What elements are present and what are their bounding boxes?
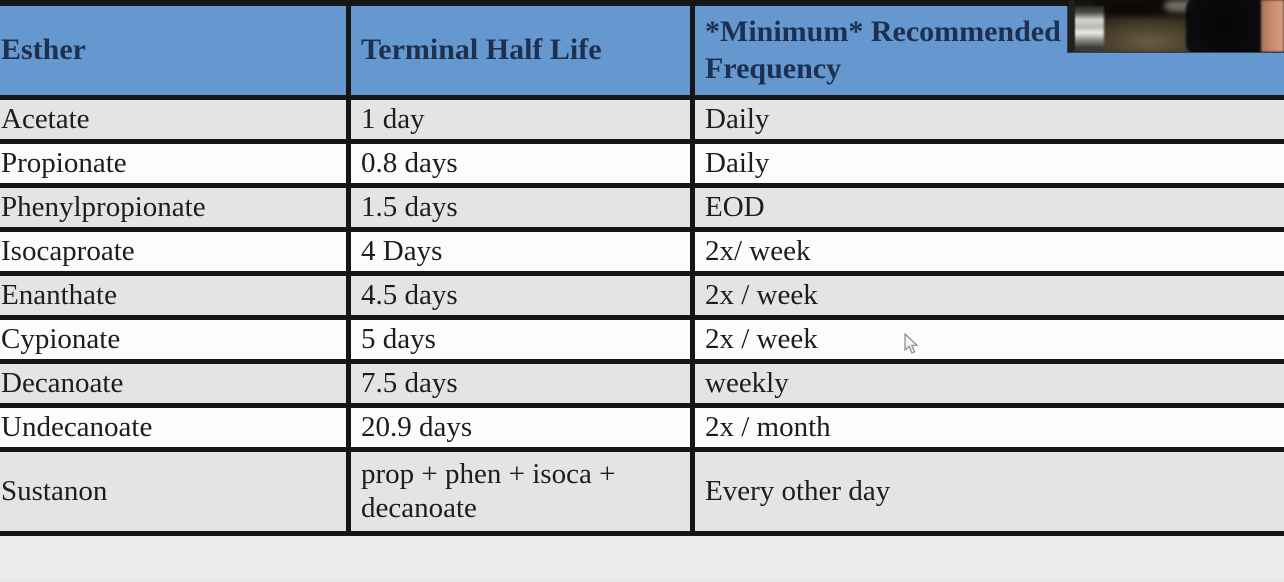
frequency-cell: EOD bbox=[690, 183, 1284, 232]
esther-cell: Cypionate bbox=[0, 315, 351, 364]
half-life-cell: 20.9 days bbox=[346, 403, 695, 452]
half-life-cell: prop + phen + isoca + decanoate bbox=[346, 447, 695, 536]
webcam-gym-machine bbox=[1070, 6, 1104, 52]
half-life-cell: 1.5 days bbox=[346, 183, 695, 232]
table-row: Undecanoate 20.9 days 2x / month bbox=[0, 403, 1284, 452]
header-frequency-line2: Frequency bbox=[705, 51, 842, 85]
table-row: Decanoate 7.5 days weekly bbox=[0, 359, 1284, 408]
frequency-cell: Daily bbox=[690, 139, 1284, 188]
header-half-life: Terminal Half Life bbox=[346, 0, 695, 100]
frequency-cell: Daily bbox=[690, 95, 1284, 144]
frequency-cell: 2x / month bbox=[690, 403, 1284, 452]
esters-table-container: Esther Terminal Half Life *Minimum* Reco… bbox=[0, 0, 1284, 536]
esters-table: Esther Terminal Half Life *Minimum* Reco… bbox=[0, 0, 1284, 536]
table-row: Acetate 1 day Daily bbox=[0, 95, 1284, 144]
bottom-margin-strip bbox=[0, 578, 1284, 582]
half-life-cell: 0.8 days bbox=[346, 139, 695, 188]
webcam-presenter-arm bbox=[1261, 0, 1284, 52]
frequency-cell: 2x / week bbox=[690, 315, 1284, 364]
half-life-cell: 4 Days bbox=[346, 227, 695, 276]
half-life-cell: 7.5 days bbox=[346, 359, 695, 408]
half-life-cell: 4.5 days bbox=[346, 271, 695, 320]
table-row: Cypionate 5 days 2x / week bbox=[0, 315, 1284, 364]
half-life-cell: 1 day bbox=[346, 95, 695, 144]
table-row: Enanthate 4.5 days 2x / week bbox=[0, 271, 1284, 320]
webcam-presenter-silhouette bbox=[1186, 0, 1262, 52]
header-frequency-line1: *Minimum* Recommended bbox=[705, 14, 1061, 48]
webcam-machine-post bbox=[1068, 0, 1075, 52]
esther-cell: Enanthate bbox=[0, 271, 351, 320]
esther-cell: Isocaproate bbox=[0, 227, 351, 276]
esther-cell: Acetate bbox=[0, 95, 351, 144]
frequency-cell: Every other day bbox=[690, 447, 1284, 536]
table-row: Sustanon prop + phen + isoca + decanoate… bbox=[0, 447, 1284, 536]
half-life-cell: 5 days bbox=[346, 315, 695, 364]
frequency-cell: 2x / week bbox=[690, 271, 1284, 320]
presenter-webcam-overlay bbox=[1068, 0, 1284, 52]
esther-cell: Propionate bbox=[0, 139, 351, 188]
table-row: Propionate 0.8 days Daily bbox=[0, 139, 1284, 188]
frequency-cell: 2x/ week bbox=[690, 227, 1284, 276]
frequency-cell: weekly bbox=[690, 359, 1284, 408]
esther-cell: Undecanoate bbox=[0, 403, 351, 452]
table-row: Phenylpropionate 1.5 days EOD bbox=[0, 183, 1284, 232]
mouse-cursor-icon bbox=[903, 332, 921, 357]
header-esther: Esther bbox=[0, 0, 351, 100]
esther-cell: Sustanon bbox=[0, 447, 351, 536]
esther-cell: Decanoate bbox=[0, 359, 351, 408]
table-row: Isocaproate 4 Days 2x/ week bbox=[0, 227, 1284, 276]
esther-cell: Phenylpropionate bbox=[0, 183, 351, 232]
